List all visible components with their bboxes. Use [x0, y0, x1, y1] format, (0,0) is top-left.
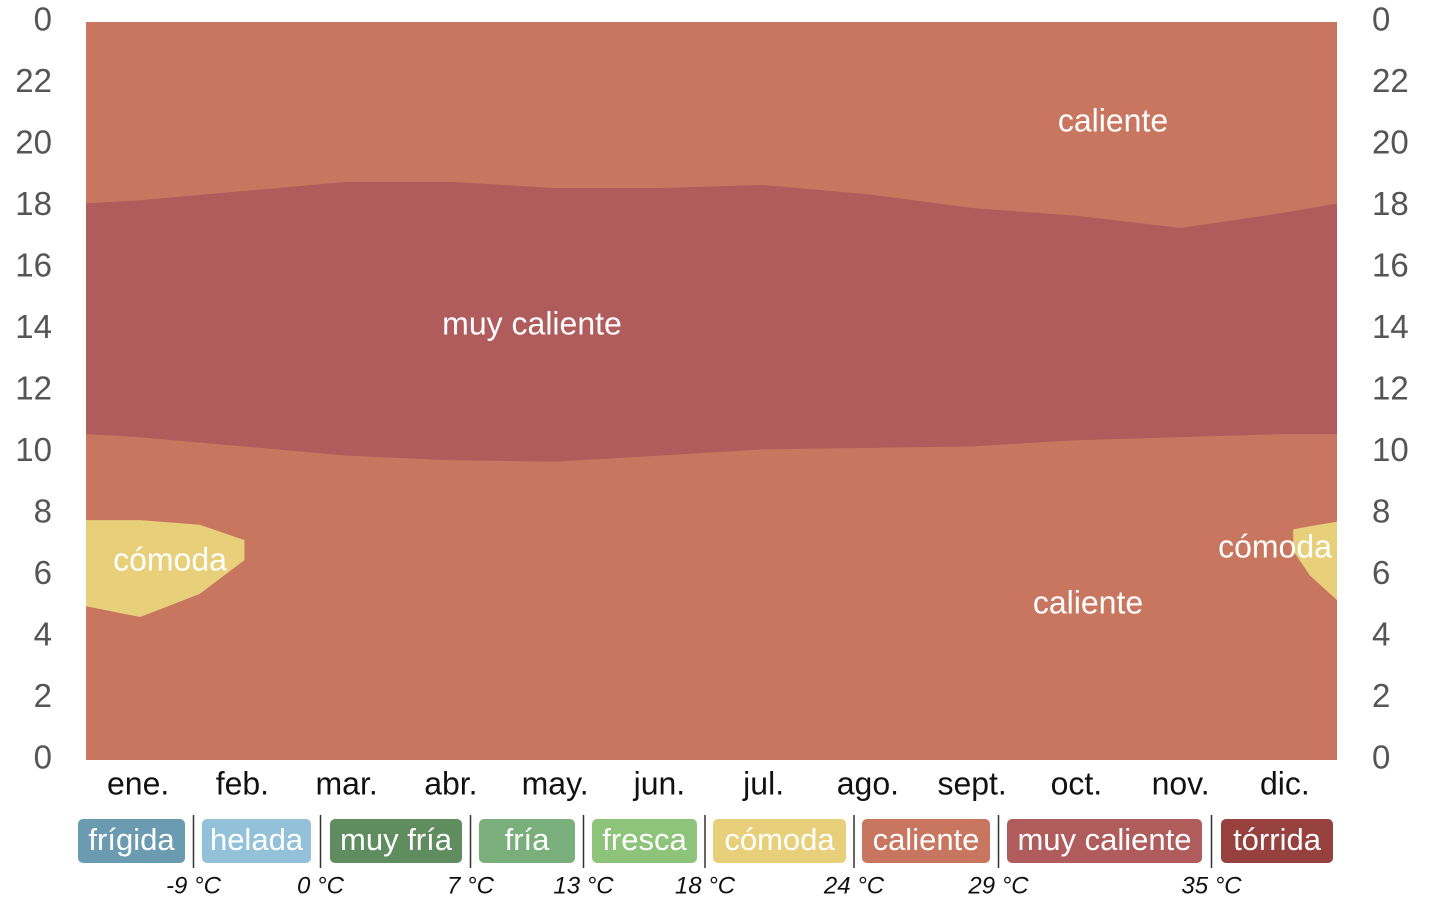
band-label: caliente — [1058, 102, 1168, 138]
legend-threshold: 18 °C — [675, 872, 736, 899]
x-tick-label: ago. — [837, 765, 899, 801]
y2-tick-label: 2 — [1372, 677, 1390, 714]
y-tick-label: 12 — [15, 370, 52, 407]
legend-label: helada — [210, 822, 304, 857]
legend-threshold: 13 °C — [553, 872, 614, 899]
y2-tick-label: 10 — [1372, 431, 1409, 468]
legend-threshold: 29 °C — [967, 872, 1029, 899]
band-label: cómoda — [113, 541, 227, 577]
band-area — [86, 520, 245, 617]
x-tick-label: jul. — [742, 765, 784, 801]
x-tick-label: ene. — [107, 765, 169, 801]
legend-threshold: 24 °C — [823, 872, 885, 899]
y-tick-label: 0 — [34, 1, 52, 38]
band-area — [1293, 521, 1337, 601]
y2-tick-label: 22 — [1372, 62, 1409, 99]
y2-tick-label: 20 — [1372, 124, 1409, 161]
y2-tick-label: 12 — [1372, 370, 1409, 407]
legend-label: muy fría — [340, 822, 453, 857]
band-label: muy caliente — [442, 305, 622, 341]
y-tick-label: 16 — [15, 247, 52, 284]
legend-swatch — [1007, 819, 1202, 863]
legend-threshold: 0 °C — [297, 872, 345, 899]
legend-label: tórrida — [1233, 822, 1322, 857]
y-tick-label: 10 — [15, 431, 52, 468]
y2-tick-label: 0 — [1372, 739, 1390, 776]
x-tick-label: abr. — [424, 765, 477, 801]
x-tick-label: nov. — [1152, 765, 1210, 801]
y2-tick-label: 6 — [1372, 554, 1390, 591]
y-tick-label: 18 — [15, 185, 52, 222]
legend-swatch — [330, 819, 462, 863]
y2-tick-label: 0 — [1372, 1, 1390, 38]
legend-swatch — [202, 819, 311, 863]
legend-swatch — [592, 819, 697, 863]
y2-tick-label: 14 — [1372, 308, 1409, 345]
legend-threshold: -9 °C — [166, 872, 222, 899]
y2-tick-label: 16 — [1372, 247, 1409, 284]
x-tick-label: oct. — [1051, 765, 1103, 801]
x-tick-label: may. — [522, 765, 589, 801]
legend-swatch — [1221, 819, 1333, 863]
plot-area: caliente muy caliente cómoda cómoda caliente — [86, 22, 1337, 760]
band-label: cómoda — [1218, 528, 1332, 564]
legend-label: fresca — [602, 822, 687, 857]
y-tick-label: 0 — [34, 739, 52, 776]
legend-label: caliente — [873, 822, 980, 857]
y2-tick-label: 18 — [1372, 185, 1409, 222]
legend-swatch — [862, 819, 990, 863]
legend-label: frígida — [88, 822, 175, 857]
legend-threshold: 7 °C — [447, 872, 495, 899]
x-tick-label: jun. — [633, 765, 686, 801]
x-tick-label: feb. — [216, 765, 269, 801]
legend-threshold: 35 °C — [1181, 872, 1242, 899]
legend-swatch — [479, 819, 575, 863]
x-tick-label: sept. — [937, 765, 1006, 801]
legend-swatch — [78, 819, 185, 863]
y-tick-label: 22 — [15, 62, 52, 99]
y-tick-label: 20 — [15, 124, 52, 161]
legend-label: muy caliente — [1017, 822, 1191, 857]
y2-tick-label: 4 — [1372, 616, 1390, 653]
x-tick-label: dic. — [1260, 765, 1310, 801]
x-tick-label: mar. — [316, 765, 378, 801]
y-tick-label: 14 — [15, 308, 52, 345]
band-area — [86, 181, 1337, 462]
y-tick-label: 6 — [34, 554, 52, 591]
y2-tick-label: 8 — [1372, 493, 1390, 530]
legend-label: cómoda — [724, 822, 835, 857]
y-tick-label: 8 — [34, 493, 52, 530]
y-tick-label: 4 — [34, 616, 52, 653]
y-tick-label: 2 — [34, 677, 52, 714]
legend-swatch — [713, 819, 846, 863]
band-label: caliente — [1033, 584, 1143, 620]
legend-label: fría — [505, 822, 551, 857]
